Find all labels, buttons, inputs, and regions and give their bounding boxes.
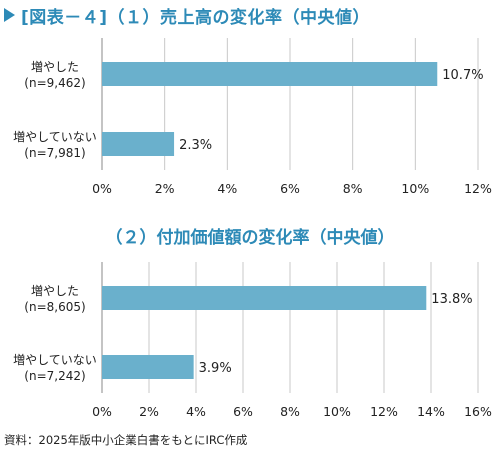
- category-label: 増やした: [31, 284, 79, 298]
- figure-title-text: [図表－４]（１）売上高の変化率（中央値）: [21, 7, 371, 28]
- x-tick-label: 10%: [401, 181, 429, 196]
- source-note: 資料：2025年版中小企業白書をもとにIRC作成: [4, 433, 248, 447]
- x-tick-label: 12%: [464, 181, 492, 196]
- bar: [102, 286, 427, 310]
- data-label: 2.3%: [179, 138, 212, 153]
- category-count-label: (n=7,242): [24, 369, 85, 383]
- x-tick-label: 8%: [343, 181, 363, 196]
- category-count-label: (n=8,605): [24, 300, 85, 314]
- triangle-marker-icon: [4, 8, 15, 22]
- x-tick-label: 16%: [464, 404, 492, 419]
- x-tick-label: 2%: [139, 404, 159, 419]
- x-tick-label: 6%: [233, 404, 253, 419]
- bar: [102, 62, 438, 86]
- data-label: 3.9%: [199, 361, 232, 376]
- category-label: 増やした: [31, 60, 79, 74]
- data-label: 13.8%: [431, 292, 472, 307]
- x-tick-label: 14%: [417, 404, 445, 419]
- data-label: 10.7%: [442, 68, 483, 83]
- x-tick-label: 2%: [155, 181, 175, 196]
- x-tick-label: 12%: [370, 404, 398, 419]
- x-tick-label: 6%: [280, 181, 300, 196]
- x-tick-label: 0%: [92, 181, 112, 196]
- x-tick-label: 8%: [280, 404, 300, 419]
- category-label: 増やしていない: [13, 353, 97, 367]
- bar: [102, 132, 175, 156]
- bar: [102, 355, 194, 379]
- category-count-label: (n=7,981): [24, 146, 85, 160]
- figure-title: [図表－４]（１）売上高の変化率（中央値）: [4, 2, 370, 28]
- x-tick-label: 0%: [92, 404, 112, 419]
- x-tick-label: 4%: [217, 181, 237, 196]
- category-count-label: (n=9,462): [24, 76, 85, 90]
- category-label: 増やしていない: [13, 130, 97, 144]
- x-tick-label: 10%: [323, 404, 351, 419]
- x-tick-label: 4%: [186, 404, 206, 419]
- chart2-title: （２）付加価値額の変化率（中央値）: [105, 228, 395, 248]
